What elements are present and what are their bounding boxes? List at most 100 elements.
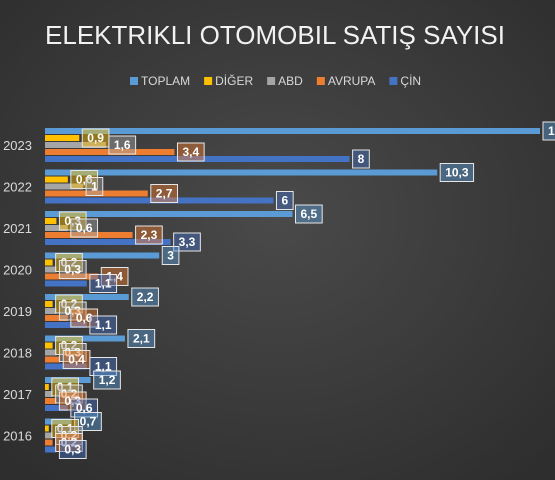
y-tick-label: 2023 [3, 138, 32, 153]
bar [45, 135, 80, 141]
bar [45, 142, 106, 148]
bar [45, 239, 171, 245]
data-label-box [275, 191, 294, 210]
data-label-box [100, 267, 129, 286]
data-label-box [70, 308, 99, 328]
data-label: 0,3 [64, 263, 81, 277]
data-label-box [295, 204, 323, 224]
data-label: 6 [281, 194, 288, 208]
data-label-box [439, 163, 475, 182]
data-label-box [58, 260, 87, 279]
bar [45, 128, 540, 134]
data-label-box [58, 391, 87, 411]
data-label: 0,4 [68, 353, 85, 367]
bar [45, 398, 57, 404]
data-label: 0,7 [80, 415, 97, 429]
data-label: 13 [548, 124, 555, 138]
bar [45, 384, 49, 390]
bar [45, 405, 68, 411]
data-label: 3,4 [182, 145, 199, 159]
data-label: 0,3 [64, 304, 81, 318]
data-label-box [173, 232, 201, 252]
chart-title: ELEKTRIKLI OTOMOBIL SATIŞ SAYISI [45, 20, 505, 50]
bar [45, 252, 160, 259]
bar [45, 280, 87, 287]
data-label: 6,5 [301, 207, 318, 221]
data-label-box [58, 440, 87, 459]
data-label-box [150, 184, 178, 203]
bar [45, 377, 91, 383]
bar [45, 218, 57, 224]
data-label-box [93, 370, 121, 390]
bar [45, 322, 87, 328]
data-label: 0,9 [87, 131, 104, 145]
bar [45, 183, 84, 190]
data-label: 0,2 [61, 436, 78, 450]
bar [45, 315, 68, 321]
data-label: 2,1 [133, 332, 150, 346]
data-label-box [131, 287, 159, 307]
legend-label: TOPLAM [141, 74, 190, 88]
data-label: 3,3 [179, 235, 196, 249]
data-label: 10,3 [445, 166, 469, 180]
bar [45, 349, 57, 356]
bar [45, 301, 53, 307]
y-tick-label: 2017 [3, 387, 32, 402]
data-label-box [127, 329, 156, 348]
data-label: 0,1 [57, 422, 74, 436]
data-label: 1,1 [95, 360, 112, 374]
data-label: 1,6 [114, 138, 131, 152]
data-label: 1,4 [106, 270, 123, 284]
bar [45, 391, 53, 397]
data-label-box [85, 177, 104, 196]
bar [45, 266, 57, 273]
bar [45, 335, 125, 342]
data-label-box [352, 149, 370, 169]
legend-label: AVRUPA [328, 74, 376, 88]
data-label: 0,3 [64, 346, 81, 360]
data-label: 1,1 [95, 277, 112, 291]
data-label: 0,2 [61, 387, 78, 401]
data-label-box [70, 218, 99, 238]
legend-swatch [204, 77, 213, 85]
data-label-box [176, 142, 205, 162]
data-label: 1 [91, 180, 98, 194]
y-tick-label: 2020 [3, 263, 32, 278]
bar [45, 176, 68, 183]
data-label: 8 [358, 152, 365, 166]
bar [45, 211, 293, 217]
data-label-box [161, 246, 180, 265]
bar [45, 190, 148, 197]
y-tick-label: 2018 [3, 346, 32, 361]
data-label-box [58, 301, 87, 321]
data-label: 0,1 [57, 380, 74, 394]
legend-swatch [389, 77, 398, 85]
data-label: 0,6 [76, 173, 93, 187]
data-label: 2,7 [156, 187, 173, 201]
legend-swatch [316, 77, 325, 85]
data-label: 0,3 [64, 214, 81, 228]
y-tick-label: 2016 [3, 429, 32, 444]
data-label: 0,6 [76, 401, 93, 415]
bar [45, 356, 61, 363]
bar [45, 156, 350, 162]
data-label: 0,3 [64, 394, 81, 408]
data-label-box [55, 253, 83, 272]
bar [45, 197, 274, 204]
data-label-box [58, 343, 87, 362]
data-label: 0,6 [76, 221, 93, 235]
data-label-box [108, 135, 137, 155]
data-label: 2,3 [141, 228, 158, 242]
bar [45, 342, 53, 349]
data-label: 0,2 [61, 256, 78, 270]
bar [45, 169, 438, 176]
bar [45, 308, 57, 314]
data-label: 0,6 [76, 311, 93, 325]
y-tick-label: 2022 [3, 180, 32, 195]
data-label-box [70, 170, 99, 189]
data-label-box [89, 315, 118, 335]
y-tick-label: 2019 [3, 304, 32, 319]
bar [45, 363, 87, 370]
